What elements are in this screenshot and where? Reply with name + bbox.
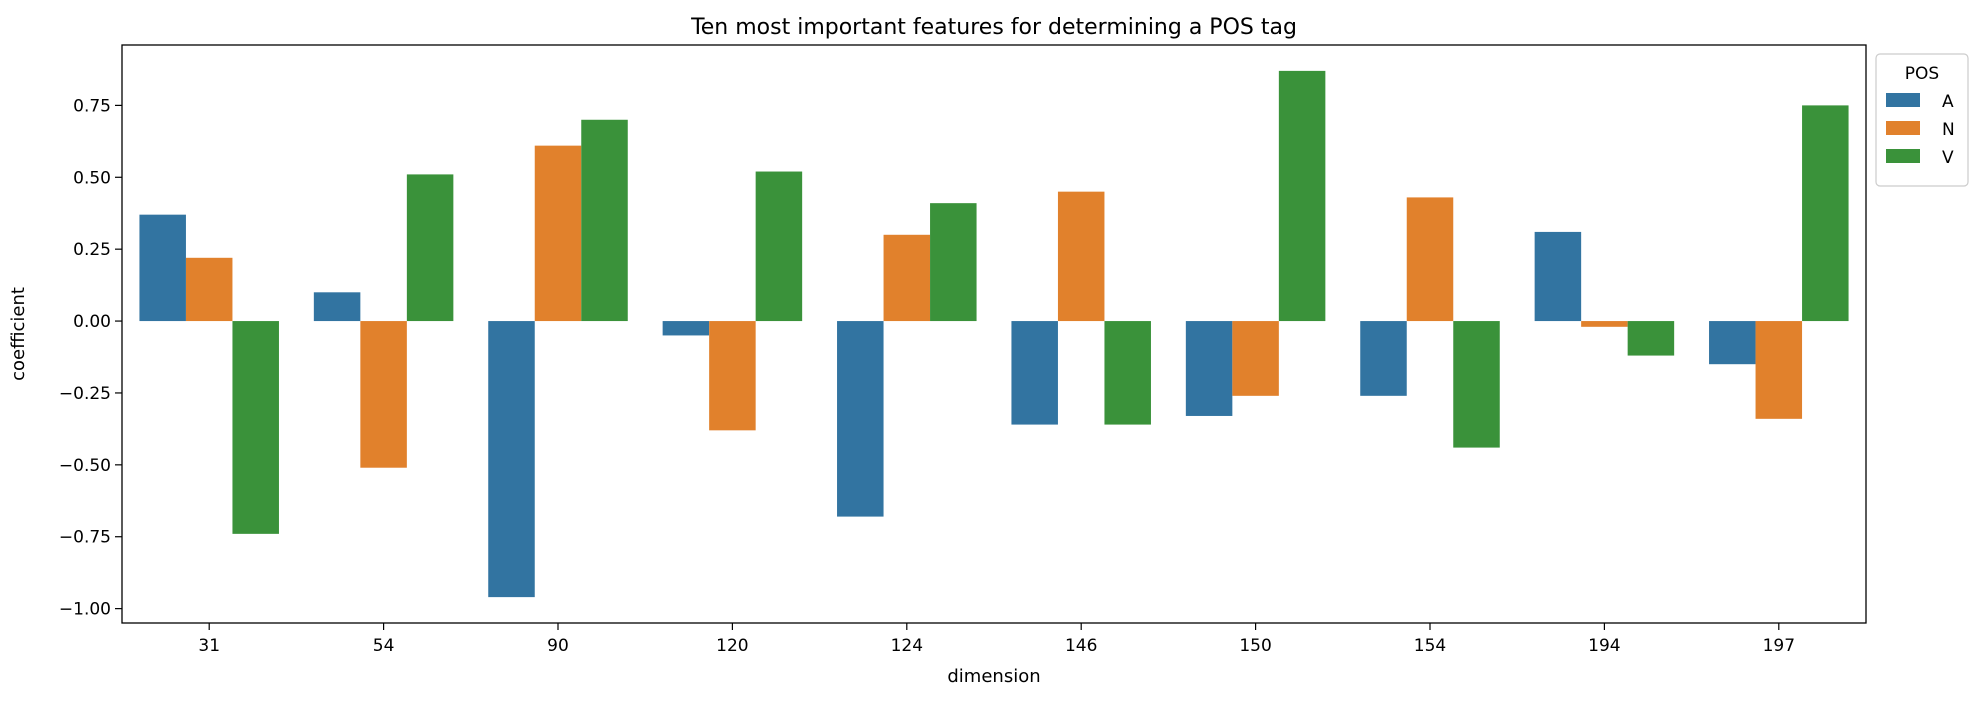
- y-tick-label: 0.00: [73, 312, 111, 332]
- legend: POS ANV: [1875, 53, 1969, 187]
- bar-A-54: [313, 292, 361, 322]
- legend-label-N: N: [1942, 120, 1955, 140]
- bar-A-197: [1709, 321, 1756, 365]
- legend-swatch-N: [1886, 121, 1920, 135]
- x-tick-label: 120: [716, 636, 748, 656]
- x-axis-label: dimension: [947, 666, 1040, 687]
- y-axis-ticks: −1.00 −0.75 −0.50 −0.25 0.00 0.25 0.50 0.75: [59, 96, 122, 620]
- legend-swatch-V: [1886, 149, 1920, 163]
- bar-N-54: [360, 321, 407, 468]
- bar-N-120: [709, 321, 756, 431]
- legend-label-A: A: [1942, 92, 1954, 112]
- x-tick-label: 31: [198, 636, 220, 656]
- x-tick-label: 54: [373, 636, 395, 656]
- bar-N-150: [1232, 321, 1279, 396]
- bar-V-150: [1278, 70, 1326, 322]
- x-tick-label: 194: [1588, 636, 1620, 656]
- legend-items: ANV: [1886, 92, 1955, 168]
- bar-V-194: [1627, 321, 1675, 356]
- x-tick-label: 150: [1239, 636, 1271, 656]
- bar-A-150: [1185, 321, 1233, 416]
- legend-swatch-A: [1886, 93, 1920, 107]
- y-tick-label: 0.25: [73, 240, 111, 260]
- bar-A-146: [1011, 321, 1058, 425]
- bar-A-120: [662, 321, 710, 336]
- bar-V-146: [1104, 321, 1151, 425]
- chart-title: Ten most important features for determin…: [690, 15, 1297, 40]
- y-tick-label: −1.00: [59, 600, 111, 620]
- bar-V-120: [755, 171, 803, 322]
- y-tick-label: −0.25: [59, 384, 111, 404]
- bar-N-194: [1581, 321, 1628, 327]
- bar-A-90: [488, 321, 535, 598]
- plot-frame: [121, 44, 1867, 624]
- bar-V-90: [581, 119, 628, 322]
- bar-V-154: [1453, 321, 1500, 448]
- bar-A-154: [1360, 321, 1407, 396]
- x-tick-label: 154: [1414, 636, 1446, 656]
- legend-title: POS: [1905, 64, 1939, 84]
- bar-N-124: [883, 234, 931, 322]
- y-tick-label: −0.50: [59, 456, 111, 476]
- bar-V-124: [930, 203, 977, 322]
- bar-N-197: [1755, 321, 1803, 419]
- y-tick-label: 0.75: [73, 96, 111, 116]
- bar-A-194: [1534, 231, 1582, 322]
- x-tick-label: 124: [891, 636, 923, 656]
- bar-V-54: [406, 174, 454, 322]
- bar-N-154: [1406, 197, 1454, 322]
- y-axis-label: coefficient: [8, 287, 29, 381]
- x-tick-label: 90: [547, 636, 569, 656]
- bar-A-124: [837, 321, 884, 517]
- bar-N-31: [185, 257, 233, 322]
- legend-label-V: V: [1942, 148, 1954, 168]
- bar-A-31: [139, 214, 186, 322]
- bar-N-90: [534, 145, 582, 322]
- y-tick-label: −0.75: [59, 528, 111, 548]
- x-tick-label: 197: [1763, 636, 1795, 656]
- bar-V-197: [1802, 105, 1849, 322]
- x-axis-ticks: 31 54 90 120 124 146 150 154 194 197: [198, 623, 1795, 656]
- x-tick-label: 146: [1065, 636, 1097, 656]
- bar-V-31: [232, 321, 279, 534]
- bar-N-146: [1057, 191, 1105, 322]
- bar-marks: [139, 70, 1849, 598]
- y-tick-label: 0.50: [73, 168, 111, 188]
